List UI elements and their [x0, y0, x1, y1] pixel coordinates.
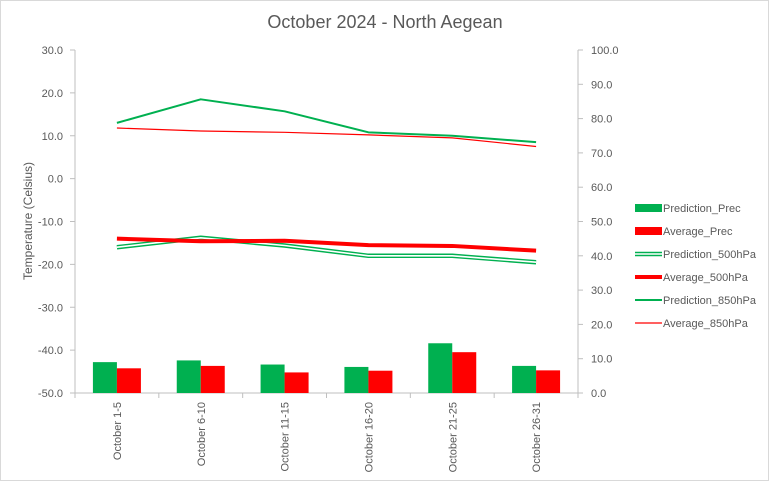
primary-y-tick-label: 10.0: [42, 131, 63, 143]
secondary-y-tick-label: 100.0: [591, 45, 619, 57]
secondary-y-tick-label: 40.0: [591, 251, 612, 263]
bar-prediction-prec: [176, 360, 201, 393]
secondary-y-tick-label: 20.0: [591, 319, 612, 331]
primary-y-tick-label: 0.0: [48, 174, 63, 186]
primary-y-tick-label: -40.0: [38, 345, 63, 357]
bar-average-prec: [200, 365, 225, 393]
chart-title: October 2024 - North Aegean: [267, 12, 502, 32]
legend-prediction-prec-label: Prediction_Prec: [663, 203, 741, 215]
secondary-y-tick-label: 0.0: [591, 388, 606, 400]
bar-average-prec: [368, 370, 393, 393]
legend-prediction-850hpa-label: Prediction_850hPa: [663, 295, 757, 307]
secondary-y-tick-label: 30.0: [591, 285, 612, 297]
secondary-y-tick-label: 70.0: [591, 148, 612, 160]
bar-prediction-prec: [344, 366, 369, 393]
x-tick-label: October 16-20: [363, 402, 375, 472]
legend-average-prec-swatch: [635, 227, 662, 235]
legend-prediction-500hpa-label: Prediction_500hPa: [663, 249, 757, 261]
y-axis-title: Temperature (Celsius): [21, 162, 35, 280]
bar-prediction-prec: [92, 362, 117, 393]
primary-y-tick-label: 30.0: [42, 45, 63, 57]
bar-average-prec: [452, 352, 477, 393]
legend-average-prec-label: Average_Prec: [663, 226, 733, 238]
line-average-500hpa: [116, 236, 537, 253]
secondary-y-tick-label: 80.0: [591, 114, 612, 126]
line-average-850hpa: [116, 127, 537, 148]
primary-y-tick-label: 20.0: [42, 88, 63, 100]
x-tick-label: October 11-15: [280, 402, 292, 472]
x-tick-label: October 21-25: [447, 402, 459, 472]
plot-area: 30.0 20.0 10.0 0.0 -10.0 -20.0 -30.0 -40.0 -50.0…: [38, 45, 619, 472]
secondary-y-tick-label: 90.0: [591, 79, 612, 91]
bar-average-prec: [536, 370, 561, 393]
line-prediction-850hpa: [116, 98, 537, 144]
x-tick-label: October 1-5: [112, 402, 124, 460]
primary-y-tick-label: -20.0: [38, 259, 63, 271]
primary-y-tick-label: -30.0: [38, 302, 63, 314]
bar-prediction-prec: [512, 365, 537, 393]
legend-average-850hpa-label: Average_850hPa: [663, 318, 749, 330]
legend: Prediction_Prec Average_Prec Prediction_50…: [635, 203, 757, 330]
primary-y-tick-label: -50.0: [38, 388, 63, 400]
bar-average-prec: [116, 368, 141, 393]
bar-prediction-prec: [428, 343, 453, 393]
bar-prediction-prec: [260, 364, 285, 393]
primary-y-tick-label: -10.0: [38, 217, 63, 229]
x-tick-label: October 6-10: [196, 402, 208, 466]
bar-average-prec: [284, 372, 309, 393]
secondary-y-tick-label: 60.0: [591, 182, 612, 194]
secondary-y-tick-label: 50.0: [591, 217, 612, 229]
x-tick-label: October 26-31: [531, 402, 543, 472]
legend-average-500hpa-label: Average_500hPa: [663, 272, 749, 284]
legend-prediction-prec-swatch: [635, 204, 662, 212]
secondary-y-tick-label: 10.0: [591, 354, 612, 366]
